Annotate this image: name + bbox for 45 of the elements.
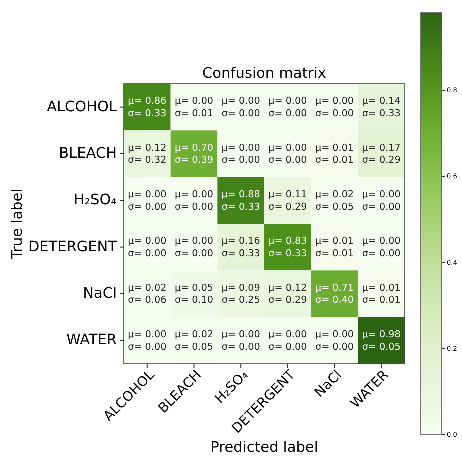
data-label: μ= 0.00 σ= 0.00 (174, 188, 214, 212)
data-label: μ= 0.12 σ= 0.29 (268, 282, 308, 306)
data-label: μ= 0.16 σ= 0.33 (222, 236, 260, 260)
data-label: μ= 0.88 σ= 0.33 (222, 188, 260, 212)
data-label: μ= 0.00 σ= 0.01 (174, 96, 214, 120)
y-axis-title: True label (10, 188, 26, 260)
y-tick-label: ALCOHOL (47, 99, 117, 116)
data-label: μ= 0.83 σ= 0.33 (268, 236, 308, 260)
data-label: μ= 0.12 σ= 0.32 (128, 142, 167, 166)
data-label: μ= 0.00 σ= 0.00 (268, 328, 308, 352)
x-axis-title: Predicted label (210, 440, 318, 456)
data-label: μ= 0.14 σ= 0.33 (362, 96, 401, 120)
y-tick-label: DETERGENT (28, 239, 118, 256)
data-label: μ= 0.01 σ= 0.01 (315, 142, 354, 166)
data-label: μ= 0.00 σ= 0.00 (222, 328, 260, 352)
y-tick-label: NaCl (83, 286, 117, 302)
data-label: μ= 0.00 σ= 0.00 (128, 328, 167, 352)
data-label: μ= 0.71 σ= 0.40 (315, 282, 354, 306)
data-label: μ= 0.02 σ= 0.05 (315, 188, 354, 212)
y-tick-label: BLEACH (59, 146, 117, 162)
data-label: μ= 0.00 σ= 0.00 (362, 188, 401, 212)
data-label: μ= 0.02 σ= 0.06 (128, 282, 167, 306)
data-label: μ= 0.00 σ= 0.00 (128, 188, 167, 212)
data-label: μ= 0.98 σ= 0.05 (362, 328, 401, 352)
data-label: μ= 0.00 σ= 0.00 (128, 236, 167, 260)
data-label: μ= 0.70 σ= 0.39 (174, 142, 214, 166)
data-label: μ= 0.00 σ= 0.00 (222, 142, 260, 166)
data-label: μ= 0.01 σ= 0.01 (315, 236, 354, 260)
chart-title: Confusion matrix (202, 66, 327, 82)
data-label: μ= 0.00 σ= 0.00 (362, 236, 401, 260)
data-label: μ= 0.00 σ= 0.00 (315, 96, 354, 120)
data-label: μ= 0.17 σ= 0.29 (362, 142, 401, 166)
data-label: μ= 0.05 σ= 0.10 (174, 282, 214, 306)
data-label: μ= 0.86 σ= 0.33 (128, 96, 167, 120)
data-label: μ= 0.09 σ= 0.25 (222, 282, 260, 306)
data-label: μ= 0.01 σ= 0.01 (362, 282, 401, 306)
data-label: μ= 0.11 σ= 0.29 (268, 188, 308, 212)
data-label: μ= 0.00 σ= 0.00 (268, 96, 308, 120)
y-tick-label: H₂SO₄ (74, 192, 118, 209)
data-label: μ= 0.00 σ= 0.00 (268, 142, 308, 166)
y-tick-label: WATER (66, 332, 117, 349)
data-label: μ= 0.02 σ= 0.05 (174, 328, 214, 352)
data-label: μ= 0.00 σ= 0.00 (174, 236, 214, 260)
data-label: μ= 0.00 σ= 0.00 (222, 96, 260, 120)
data-label: μ= 0.00 σ= 0.00 (315, 328, 354, 352)
